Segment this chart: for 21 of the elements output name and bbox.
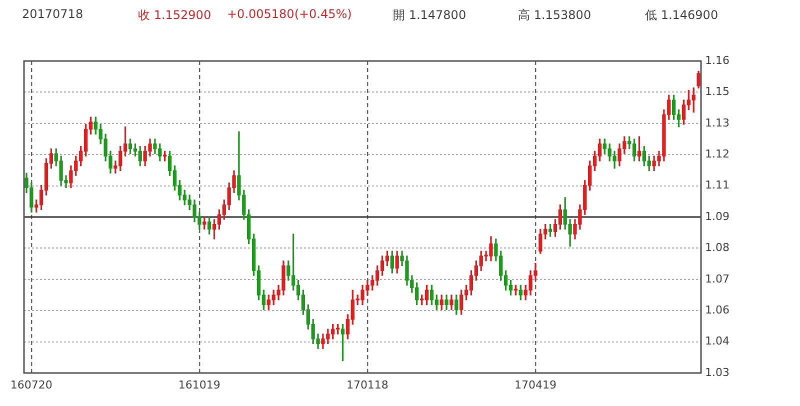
x-tick-label: 170118 [346, 378, 388, 392]
y-tick-label: 1.08 [705, 241, 730, 254]
y-tick-label: 1.11 [705, 178, 730, 192]
y-tick-label: 1.09 [705, 210, 730, 223]
text: 開 1.147800 [393, 7, 466, 24]
text: 收 1.152900 [138, 7, 212, 24]
y-tick-label: 1.15 [705, 85, 730, 98]
text: +0.005180(+0.45%) [227, 7, 352, 21]
y-tick-label: 1.12 [705, 147, 730, 160]
y-tick-label: 1.13 [705, 116, 730, 130]
x-tick-label: 170419 [514, 378, 556, 392]
y-tick-label: 1.06 [705, 303, 730, 316]
y-tick-label: 1.07 [705, 272, 730, 286]
y-tick-label: 1.03 [705, 366, 730, 379]
x-tick-label: 160720 [10, 378, 52, 392]
text: 20170718 [22, 7, 84, 21]
y-tick-label: 1.04 [705, 334, 730, 348]
text: 高 1.153800 [518, 7, 592, 24]
x-tick-label: 161019 [178, 378, 220, 392]
text: 低 1.146900 [645, 7, 718, 24]
y-tick-label: 1.16 [705, 54, 730, 67]
